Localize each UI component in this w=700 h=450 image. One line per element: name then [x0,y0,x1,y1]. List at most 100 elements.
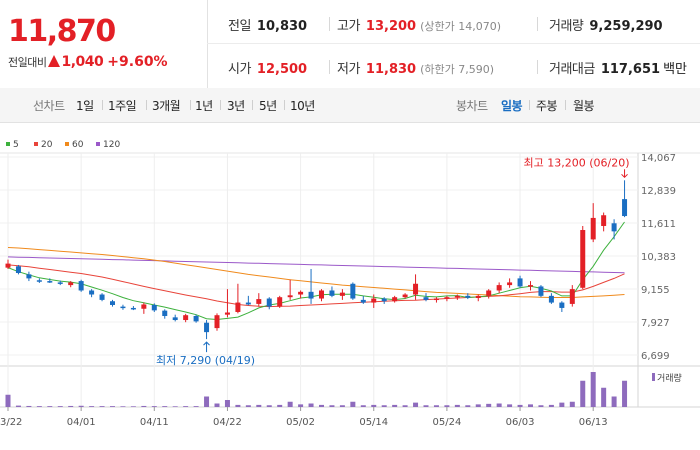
tab-period-3m[interactable]: 3개월 [152,99,181,113]
candle [528,281,533,291]
candle [360,295,366,304]
volume-bar [141,405,147,407]
candle [339,289,345,300]
volume-bar [559,402,565,407]
candle-body [402,294,408,298]
candle-body [350,283,356,299]
tab-candle-daily[interactable]: 일봉 [501,99,523,113]
volume-bar [130,406,136,407]
candle [130,306,136,311]
candle-body [548,295,554,303]
volume-bar [298,404,304,407]
candle [486,289,492,299]
candle-body [68,282,74,286]
candle-body [538,286,544,296]
candle [569,285,575,307]
up-triangle-icon [48,55,61,67]
line-chart-label: 선차트 [33,99,65,113]
candle-body [110,301,115,305]
volume-bar [622,380,628,407]
volume-bar [517,404,523,407]
candle-body [433,298,439,301]
candle-body [360,299,366,303]
low-annotation: 최저 7,290 (04/19) [156,354,255,367]
candle-body [528,285,533,287]
candle-body [245,302,251,305]
candle [319,289,324,302]
volume-bar [266,405,272,407]
tab-period-5y[interactable]: 5년 [259,99,277,113]
candle [538,285,544,298]
divider [220,100,221,110]
candle-body [172,317,178,321]
candle-body [622,199,628,217]
chart-tabs: 선차트 1일 1주일 3개월 1년 3년 5년 10년 봉차트 일봉 주봉 월봉 [0,88,700,123]
volume-bar [235,404,241,407]
candle-body [444,297,450,299]
stat-label: 전일 [228,19,251,34]
divider [537,60,538,74]
legend-label: 120 [103,140,121,150]
stat-value: 117,651 [600,62,661,77]
candle-body [162,310,168,317]
volume-bar [183,406,189,407]
volume-bar [162,406,168,407]
y-tick-label: 11,611 [641,219,676,230]
volume-bar [89,406,95,407]
candle [141,302,147,314]
candle-body [256,299,262,304]
candle-body [26,274,32,279]
tab-period-3y[interactable]: 3년 [227,99,245,113]
candle [559,301,565,312]
stat-label: 거래량 [549,19,584,34]
candle-body [36,280,42,282]
legend-ma120: 120 [96,140,120,150]
candle [517,275,523,288]
change-label: 전일대비 [8,56,47,69]
stat-value: 11,830 [365,62,417,77]
x-tick-label: 05/24 [432,417,461,428]
tab-period-1w[interactable]: 1주일 [108,99,137,113]
x-tick-label: 05/02 [286,417,315,428]
candle-body [601,215,607,226]
candle-body [235,302,241,312]
tab-period-10y[interactable]: 10년 [290,99,315,113]
volume-bar [47,406,53,407]
candle-body [298,291,304,295]
candle-body [89,290,95,295]
tab-period-1y[interactable]: 1년 [195,99,213,113]
ma60-line [7,247,625,298]
candle-body [569,289,575,304]
candle-body [319,290,324,299]
volume-bar [256,404,262,407]
x-tick-label: 06/13 [579,417,608,428]
y-tick-label: 10,383 [641,252,676,263]
divider [146,100,147,110]
volume-bar [172,406,178,407]
ma5-line [7,221,625,321]
candle-body [559,302,565,308]
tab-candle-monthly[interactable]: 월봉 [573,99,595,113]
legend-swatch [96,142,100,146]
tab-candle-weekly[interactable]: 주봉 [536,99,558,113]
candle [465,293,471,300]
candle-body [308,291,314,299]
high-annotation: 최고 13,200 (06/20) [524,156,630,169]
tab-period-1d[interactable]: 1일 [76,99,94,113]
x-tick-label: 05/14 [359,417,388,428]
y-tick-label: 14,067 [641,153,676,164]
volume-bar [580,380,586,407]
change-amount: 1,040 [61,54,104,70]
candle [15,264,21,275]
candle [622,180,628,218]
candle-body [141,304,147,309]
volume-bar [538,405,544,407]
divider [329,17,330,31]
grid [0,153,638,407]
candle-body [590,217,596,240]
volume-bar [329,405,335,407]
change-percent: +9.60% [107,54,168,70]
divider [284,100,285,110]
candle-body [454,295,460,298]
